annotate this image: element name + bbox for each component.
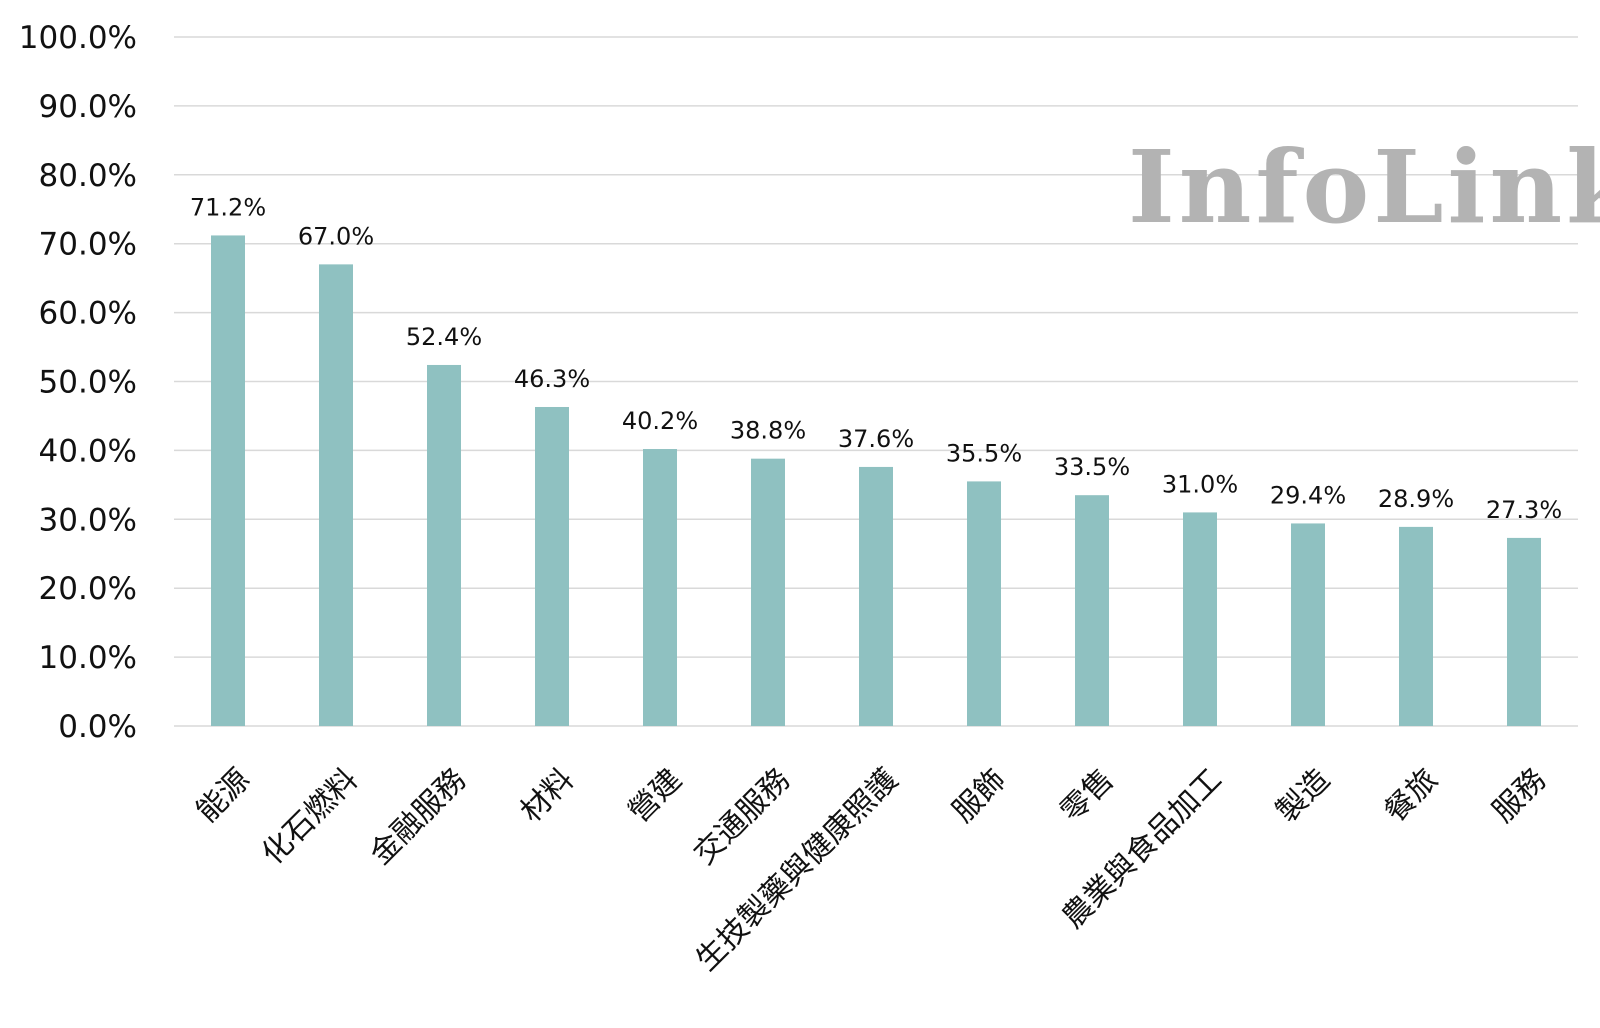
bar (1399, 526, 1433, 726)
data-label: 29.4% (1270, 481, 1346, 509)
data-label: 28.9% (1378, 485, 1454, 513)
bar (211, 235, 245, 726)
data-label: 67.0% (298, 222, 374, 250)
y-tick-label: 30.0% (39, 502, 137, 538)
bar (535, 406, 569, 726)
category-label: 服務 (1486, 762, 1553, 829)
data-label: 46.3% (514, 365, 590, 393)
category-label: 交通服務 (687, 762, 797, 872)
data-label: 52.4% (406, 323, 482, 351)
category-label: 營建 (622, 762, 689, 829)
data-labels: 71.2% 67.0% 52.4% 46.3% 40.2% 38.8% 37.6% 35.5%… (190, 193, 1562, 523)
bar (859, 466, 893, 726)
category-label: 能源 (190, 762, 257, 829)
bars (211, 235, 1541, 726)
data-label: 38.8% (730, 417, 806, 445)
category-label: 零售 (1054, 762, 1121, 829)
watermark-logo: InfoLink (1128, 128, 1600, 246)
category-label: 化石燃料 (255, 762, 365, 872)
bar (967, 481, 1001, 726)
bar (643, 449, 677, 726)
y-tick-label: 40.0% (39, 433, 137, 469)
bar (427, 364, 461, 726)
y-tick-label: 10.0% (39, 640, 137, 676)
y-tick-label: 70.0% (39, 227, 137, 263)
data-label: 33.5% (1054, 453, 1130, 481)
y-tick-label: 90.0% (39, 89, 137, 125)
category-label: 餐旅 (1378, 762, 1445, 829)
category-label: 材料 (514, 762, 581, 829)
bar (1183, 512, 1217, 726)
data-label: 71.2% (190, 193, 266, 221)
data-label: 31.0% (1162, 470, 1238, 498)
category-label: 服飾 (946, 762, 1013, 829)
data-label: 35.5% (946, 439, 1022, 467)
y-tick-label: 50.0% (39, 365, 137, 401)
gridlines (174, 36, 1578, 727)
data-label: 27.3% (1486, 496, 1562, 524)
data-label: 40.2% (622, 407, 698, 435)
bar (1075, 495, 1109, 726)
category-label: 金融服務 (363, 762, 473, 872)
y-tick-label: 0.0% (58, 709, 137, 745)
bar (1507, 537, 1541, 726)
category-label: 生技製藥與健康照護 (689, 762, 905, 978)
category-label: 製造 (1270, 762, 1337, 829)
y-tick-label: 100.0% (19, 20, 137, 56)
data-label: 37.6% (838, 425, 914, 453)
y-axis-tick-labels: 0.0% 10.0% 20.0% 30.0% 40.0% 50.0% 60.0% 70.0% 8… (19, 20, 137, 745)
bar (319, 264, 353, 726)
y-tick-label: 20.0% (39, 571, 137, 607)
bar (1291, 523, 1325, 726)
y-tick-label: 80.0% (39, 158, 137, 194)
y-tick-label: 60.0% (39, 296, 137, 332)
bar (751, 458, 785, 726)
